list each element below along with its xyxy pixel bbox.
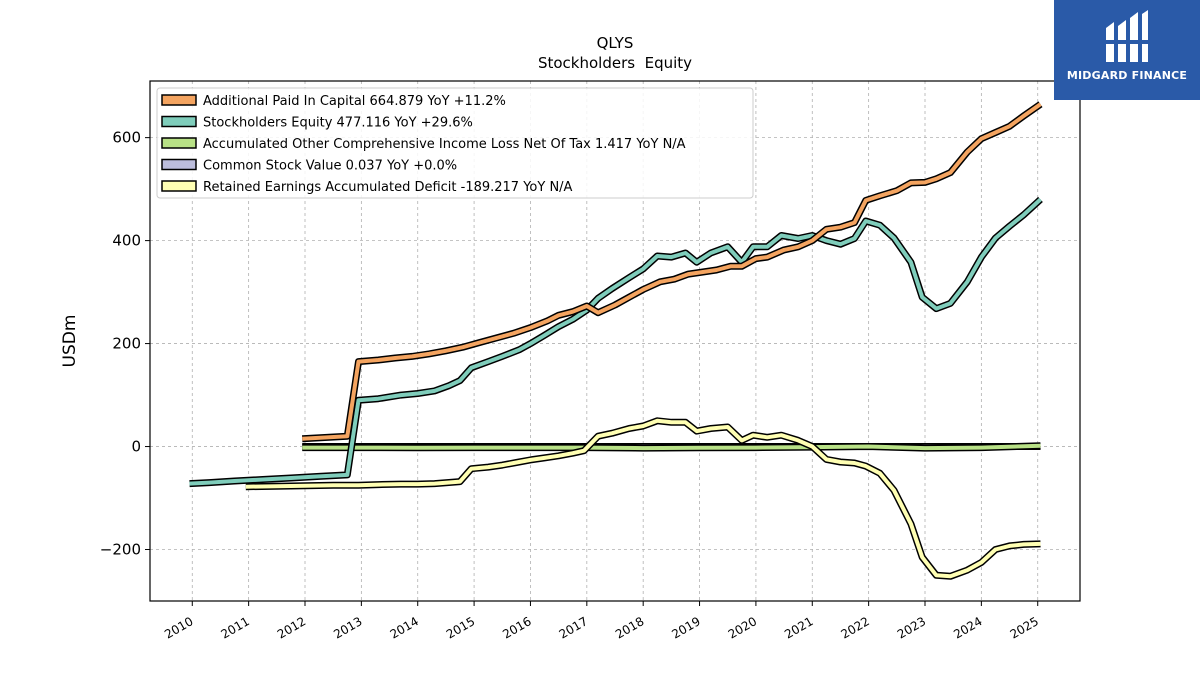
x-tick-label: 2019 — [669, 614, 702, 641]
x-tick-label: 2015 — [444, 614, 477, 641]
series-line — [302, 443, 1041, 451]
brand-logo: MIDGARD FINANCE — [1054, 0, 1200, 100]
series-lines — [189, 101, 1043, 580]
plot-frame — [149, 80, 1081, 602]
series-line — [302, 102, 1042, 441]
series-stockholders-equity — [189, 196, 1043, 488]
legend-item: Additional Paid In Capital 664.879 YoY +… — [161, 94, 506, 109]
x-axis-ticks: 2010 2011 2012 2013 2014 2015 2016 2017 2018 2019… — [162, 601, 1041, 642]
legend-item: Accumulated Other Comprehensive Income L… — [161, 137, 686, 152]
legend-swatch — [161, 180, 197, 192]
x-tick-label: 2020 — [726, 614, 759, 641]
brand-name: MIDGARD FINANCE — [1066, 69, 1188, 82]
x-tick-label: 2022 — [838, 614, 871, 641]
legend-label: Accumulated Other Comprehensive Income L… — [203, 137, 686, 152]
x-tick-label: 2016 — [500, 614, 533, 641]
y-axis-ticks: −200 0 200 400 600 — [100, 129, 150, 559]
x-tick-label: 2010 — [162, 614, 195, 641]
legend-label: Retained Earnings Accumulated Deficit -1… — [203, 180, 573, 195]
legend-swatch — [161, 158, 197, 171]
series-line — [189, 197, 1042, 486]
x-tick-label: 2011 — [218, 614, 251, 641]
legend-label: Common Stock Value 0.037 YoY +0.0% — [203, 159, 457, 174]
x-tick-label: 2024 — [951, 614, 984, 641]
legend: Additional Paid In Capital 664.879 YoY +… — [156, 87, 754, 199]
y-tick-label: 0 — [131, 438, 141, 456]
legend-swatch — [161, 94, 197, 106]
legend-item: Stockholders Equity 477.116 YoY +29.6% — [161, 115, 473, 131]
x-tick-label: 2021 — [782, 614, 815, 641]
y-axis-label: USDm — [60, 315, 80, 368]
x-tick-label: 2013 — [331, 614, 364, 641]
chart-title: QLYS — [597, 34, 634, 52]
x-tick-label: 2025 — [1008, 614, 1041, 641]
series-accumulated-other-comprehensive-income-loss-net-of-tax — [302, 442, 1041, 452]
y-tick-label: 600 — [112, 129, 141, 147]
y-tick-label: −200 — [100, 541, 141, 559]
x-tick-label: 2018 — [613, 614, 646, 641]
legend-swatch — [161, 137, 197, 149]
x-tick-label: 2023 — [895, 614, 928, 641]
series-additional-paid-in-capital — [301, 101, 1043, 443]
midgard-logo-icon — [1104, 10, 1150, 62]
legend-item: Common Stock Value 0.037 YoY +0.0% — [161, 158, 457, 174]
x-tick-label: 2017 — [557, 614, 590, 641]
legend-box — [156, 87, 754, 199]
x-tick-label: 2014 — [388, 614, 421, 641]
y-tick-label: 400 — [112, 232, 141, 250]
series-line — [245, 418, 1041, 579]
chart-subtitle: Stockholders Equity — [538, 54, 692, 72]
legend-label: Additional Paid In Capital 664.879 YoY +… — [203, 94, 506, 109]
legend-item: Retained Earnings Accumulated Deficit -1… — [161, 180, 573, 195]
series-retained-earnings-accumulated-deficit — [245, 417, 1041, 580]
y-tick-label: 200 — [112, 335, 141, 353]
legend-swatch — [161, 115, 197, 128]
x-tick-label: 2012 — [275, 614, 308, 641]
legend-label: Stockholders Equity 477.116 YoY +29.6% — [203, 116, 473, 131]
